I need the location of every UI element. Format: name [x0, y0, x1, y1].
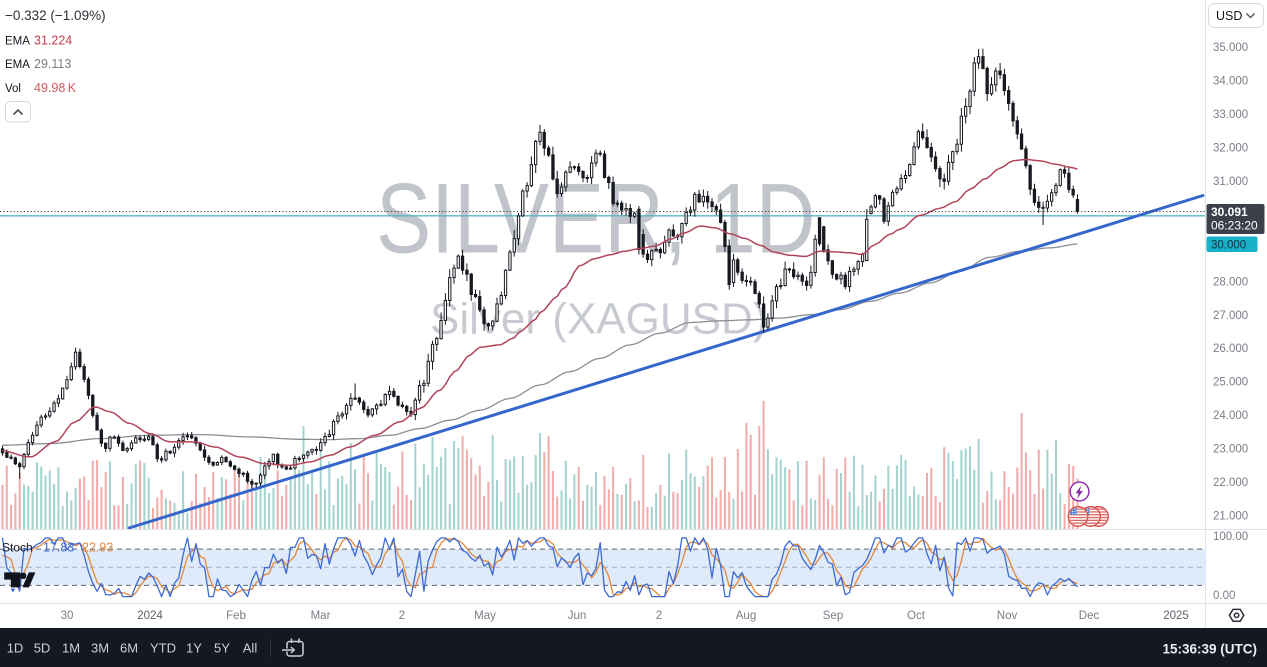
svg-text:26.000: 26.000 — [1213, 343, 1248, 355]
svg-text:29.113: 29.113 — [34, 57, 71, 71]
svg-text:EMA: EMA — [5, 36, 30, 48]
svg-text:1M: 1M — [62, 641, 80, 656]
svg-text:EMA: EMA — [5, 59, 30, 71]
svg-text:30.091: 30.091 — [1211, 205, 1248, 219]
svg-text:Silver (XAGUSD): Silver (XAGUSD) — [430, 295, 767, 344]
svg-text:17.83: 17.83 — [43, 541, 74, 555]
svg-text:25.000: 25.000 — [1213, 377, 1248, 389]
svg-text:15:36:39 (UTC): 15:36:39 (UTC) — [1162, 642, 1257, 657]
svg-text:27.000: 27.000 — [1213, 310, 1248, 322]
svg-text:22.000: 22.000 — [1213, 477, 1248, 489]
svg-text:Dec: Dec — [1079, 610, 1100, 622]
svg-text:Mar: Mar — [311, 610, 331, 622]
svg-text:USD: USD — [1216, 9, 1242, 23]
svg-text:May: May — [474, 610, 496, 622]
svg-text:3M: 3M — [91, 641, 109, 656]
svg-text:2: 2 — [399, 610, 405, 622]
svg-text:Aug: Aug — [736, 610, 756, 622]
svg-text:Vol: Vol — [5, 83, 21, 95]
svg-text:30: 30 — [61, 610, 74, 622]
svg-text:21.000: 21.000 — [1213, 511, 1248, 523]
svg-text:33.000: 33.000 — [1213, 109, 1248, 121]
svg-text:1Y: 1Y — [186, 641, 202, 656]
svg-text:31.224: 31.224 — [34, 34, 72, 48]
svg-text:32.000: 32.000 — [1213, 142, 1248, 154]
svg-text:2025: 2025 — [1163, 610, 1189, 622]
svg-text:35.000: 35.000 — [1213, 42, 1248, 54]
svg-text:30.000: 30.000 — [1211, 240, 1246, 252]
svg-text:5Y: 5Y — [214, 641, 230, 656]
svg-text:Sep: Sep — [823, 610, 843, 622]
svg-text:100.00: 100.00 — [1213, 531, 1248, 543]
svg-text:31.000: 31.000 — [1213, 176, 1248, 188]
svg-text:Feb: Feb — [226, 610, 246, 622]
svg-text:28.000: 28.000 — [1213, 276, 1248, 288]
svg-text:0.00: 0.00 — [1213, 590, 1235, 602]
svg-text:34.000: 34.000 — [1213, 76, 1248, 88]
svg-text:Oct: Oct — [907, 610, 926, 622]
svg-text:Nov: Nov — [997, 610, 1018, 622]
svg-text:23.000: 23.000 — [1213, 444, 1248, 456]
svg-text:06:23:20: 06:23:20 — [1211, 219, 1258, 233]
svg-text:SILVER, 1D: SILVER, 1D — [376, 163, 815, 274]
svg-text:All: All — [243, 641, 258, 656]
svg-text:YTD: YTD — [150, 641, 176, 656]
svg-text:49.98 K: 49.98 K — [34, 81, 77, 95]
svg-text:1D: 1D — [7, 641, 24, 656]
svg-text:2: 2 — [656, 610, 662, 622]
svg-text:22.93: 22.93 — [82, 541, 113, 555]
svg-text:−0.332 (−1.09%): −0.332 (−1.09%) — [5, 8, 106, 23]
svg-text:5D: 5D — [34, 641, 51, 656]
svg-text:Stoch: Stoch — [2, 541, 33, 555]
svg-text:24.000: 24.000 — [1213, 410, 1248, 422]
svg-text:2024: 2024 — [137, 610, 163, 622]
svg-text:Jun: Jun — [568, 610, 587, 622]
svg-text:6M: 6M — [120, 641, 138, 656]
